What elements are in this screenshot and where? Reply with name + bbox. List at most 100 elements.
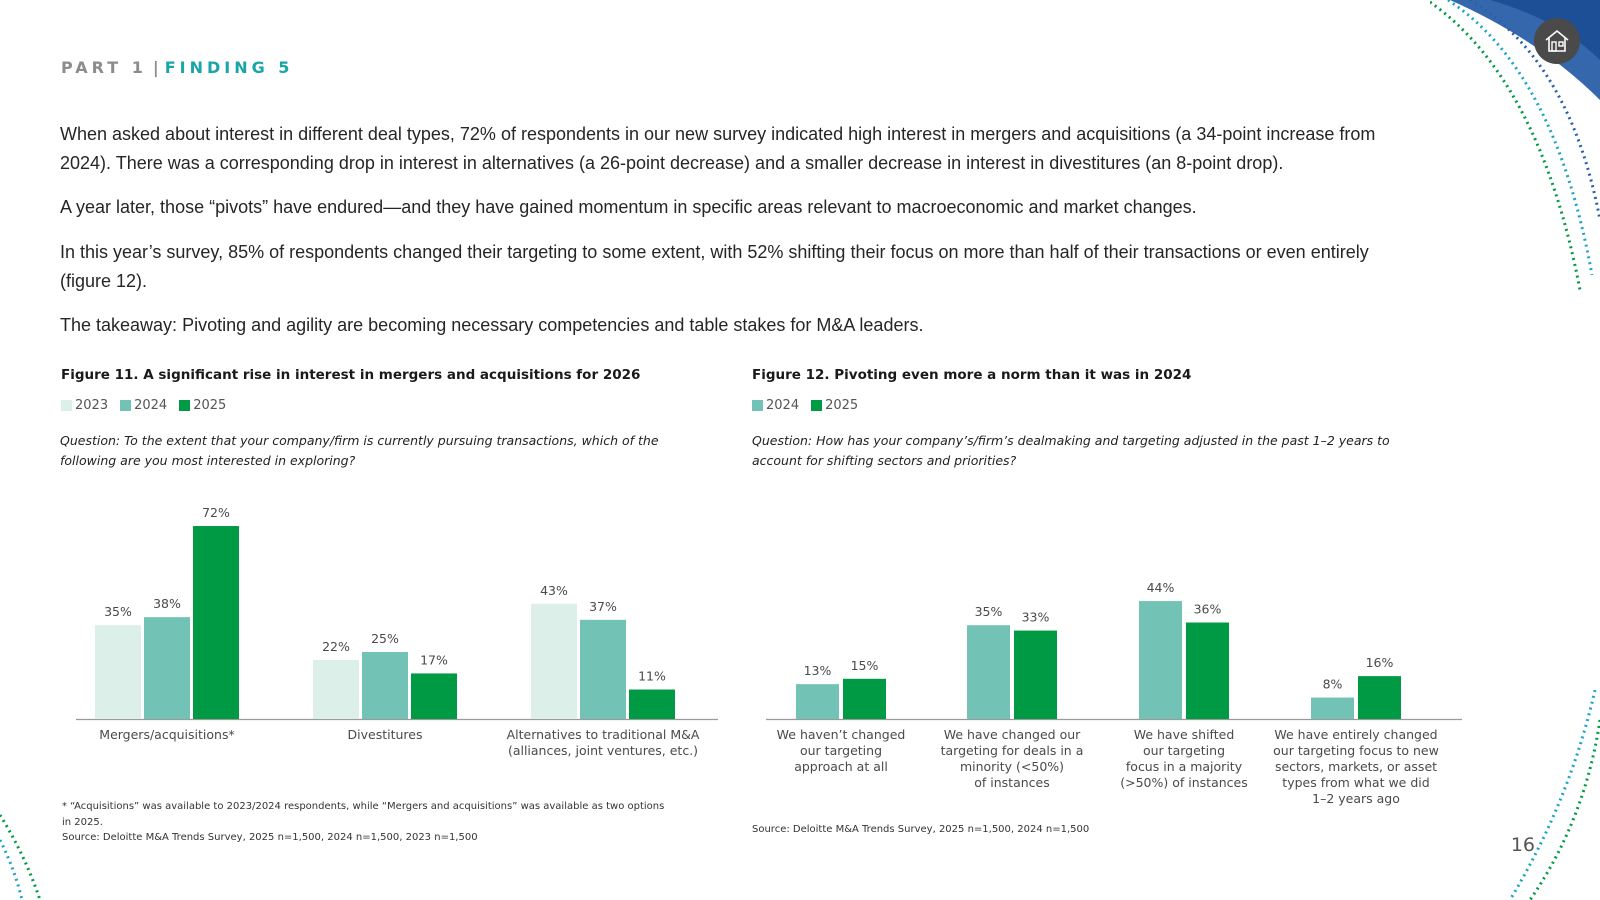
data-label: 33% — [1022, 610, 1050, 625]
bar-2023 — [531, 603, 577, 719]
category-label-line: Mergers/acquisitions* — [99, 727, 234, 742]
data-label: 35% — [975, 604, 1003, 619]
category-label-line: (>50%) of instances — [1120, 775, 1247, 790]
data-label: 36% — [1194, 602, 1222, 617]
section-header: PART 1 | FINDING 5 — [61, 58, 293, 77]
figure-11-footnote: * “Acquisitions” was available to 2023/2… — [62, 801, 665, 828]
category-label-line: We have changed our — [944, 727, 1081, 742]
category-label-line: types from what we did — [1282, 775, 1429, 790]
bar-2025 — [1186, 622, 1229, 719]
data-label: 38% — [153, 596, 181, 611]
legend-swatch — [811, 400, 823, 411]
bar-2023 — [313, 660, 359, 719]
category-label-line: of instances — [974, 775, 1050, 790]
bar-2025 — [629, 689, 675, 719]
category-label: Divestitures — [348, 727, 423, 742]
category-label-line: minority (<50%) — [960, 759, 1064, 774]
header-separator: | — [152, 58, 159, 77]
legend-label: 2025 — [193, 398, 227, 413]
bar-2024 — [580, 619, 626, 719]
category-label-line: We haven’t changed — [777, 727, 906, 742]
data-label: 15% — [851, 658, 879, 673]
figure-12-question: Question: How has your company’s/firm’s … — [752, 433, 1390, 468]
body-paragraph: The takeaway: Pivoting and agility are b… — [60, 315, 924, 335]
category-label: We have entirely changed our targeting fo… — [1273, 727, 1439, 806]
bar-2024 — [796, 684, 839, 719]
legend-label: 2023 — [75, 398, 109, 413]
corner-decoration-bottom-right — [1508, 690, 1600, 900]
data-label: 8% — [1323, 677, 1343, 692]
page-number: 16 — [1510, 834, 1535, 856]
category-label-line: focus in a majority — [1126, 759, 1243, 774]
category-label-line: our targeting — [1143, 743, 1225, 758]
figure-12-chart: 13% 15%We haven’t changed our targeting app… — [766, 580, 1462, 806]
figure-11-question: Question: To the extent that your compan… — [60, 433, 659, 468]
data-label: 35% — [104, 604, 132, 619]
bar-2024 — [1311, 697, 1354, 719]
header-part: PART 1 — [61, 58, 147, 77]
bar-2025 — [1358, 676, 1401, 719]
legend-item-2024: 2024 — [752, 398, 799, 413]
data-label: 43% — [540, 583, 568, 598]
bar-2023 — [95, 625, 141, 719]
category-label: Alternatives to traditional M&A (alliance… — [507, 727, 700, 758]
bar-2024 — [362, 652, 408, 719]
data-label: 17% — [420, 652, 448, 667]
category-label-line: sectors, markets, or asset — [1275, 759, 1437, 774]
legend-swatch — [61, 400, 72, 411]
category-label-line: targeting for deals in a — [941, 743, 1084, 758]
legend-item-2025: 2025 — [179, 398, 226, 413]
legend-item-2025: 2025 — [811, 398, 858, 413]
home-button[interactable] — [1534, 18, 1580, 64]
category-label: We have changed our targeting for deals i… — [941, 727, 1084, 790]
category-label: Mergers/acquisitions* — [99, 727, 234, 742]
data-label: 37% — [589, 599, 617, 614]
data-label: 11% — [638, 669, 666, 684]
bar-2024 — [144, 617, 190, 719]
data-label: 44% — [1147, 580, 1175, 595]
bar-2025 — [193, 526, 239, 719]
bar-2024 — [1139, 601, 1182, 719]
bar-2025 — [843, 678, 886, 719]
body-paragraph: In this year’s survey, 85% of respondent… — [60, 242, 1369, 291]
category-label-line: (alliances, joint ventures, etc.) — [508, 743, 698, 758]
data-label: 72% — [202, 505, 230, 520]
figure-12-source: Source: Deloitte M&A Trends Survey, 2025… — [752, 824, 1090, 835]
data-label: 13% — [804, 663, 832, 678]
corner-decoration-bottom-left — [0, 814, 42, 900]
category-label-line: approach at all — [794, 759, 888, 774]
category-label-line: our targeting focus to new — [1273, 743, 1439, 758]
legend-item-2024: 2024 — [120, 398, 167, 413]
category-label-line: We have entirely changed — [1274, 727, 1437, 742]
legend-label: 2025 — [825, 398, 859, 413]
category-label-line: 1–2 years ago — [1312, 791, 1400, 806]
bar-2025 — [1014, 630, 1057, 719]
category-label-line: our targeting — [800, 743, 882, 758]
header-finding: FINDING 5 — [164, 58, 294, 77]
category-label-line: We have shifted — [1134, 727, 1235, 742]
data-label: 22% — [322, 639, 350, 654]
figure-11-legend: 2023 2024 2025 — [61, 398, 238, 413]
legend-swatch — [752, 400, 763, 411]
category-label: We have shifted our targeting focus in a m… — [1120, 727, 1247, 790]
body-paragraph: When asked about interest in different d… — [60, 124, 1376, 173]
legend-label: 2024 — [766, 398, 800, 413]
figure-12-legend: 2024 2025 — [752, 398, 870, 413]
figure-11-title: Figure 11. A significant rise in interes… — [61, 367, 641, 383]
figure-11-source: Source: Deloitte M&A Trends Survey, 2025… — [62, 832, 478, 843]
legend-item-2023: 2023 — [61, 398, 108, 413]
data-label: 25% — [371, 631, 399, 646]
category-label-line: Divestitures — [348, 727, 423, 742]
bar-2024 — [967, 625, 1010, 719]
bar-2025 — [411, 673, 457, 719]
legend-swatch — [179, 400, 191, 411]
figure-12-title: Figure 12. Pivoting even more a norm tha… — [752, 367, 1192, 383]
figure-11-chart: 35% 38% 72% Mergers/acquisitions* 22% 25% 17% D… — [76, 505, 718, 758]
legend-label: 2024 — [134, 398, 168, 413]
data-label: 16% — [1366, 655, 1394, 670]
category-label: We haven’t changed our targeting approach … — [777, 727, 906, 774]
category-label-line: Alternatives to traditional M&A — [507, 727, 700, 742]
legend-swatch — [120, 400, 132, 411]
body-paragraph: A year later, those “pivots” have endure… — [60, 197, 1197, 217]
home-icon — [1545, 29, 1569, 52]
